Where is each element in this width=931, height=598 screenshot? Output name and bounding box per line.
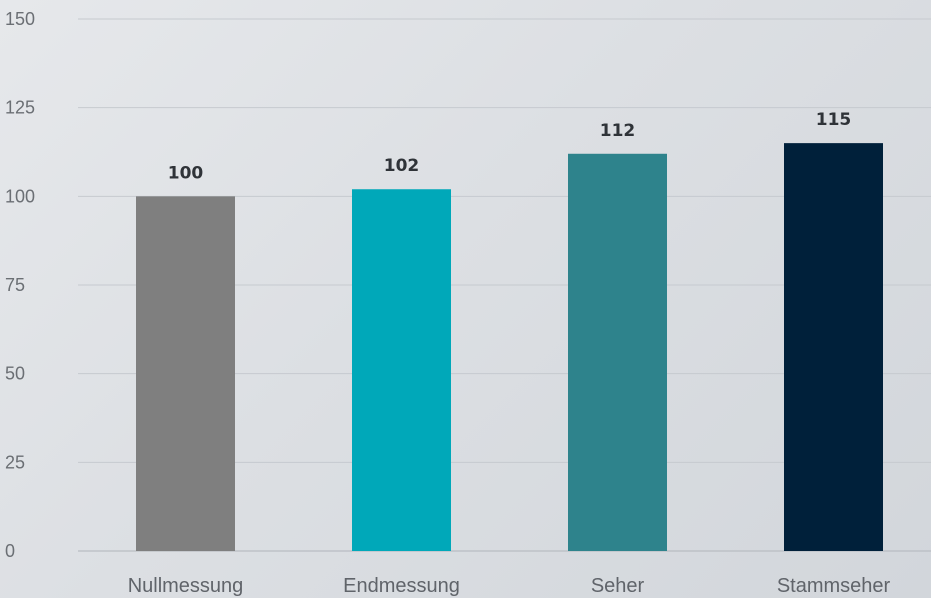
x-axis-category-labels: Nullmessung Endmessung Seher Stammseher [128, 575, 891, 597]
y-tick-label-125: 125 [5, 98, 35, 118]
y-tick-label-75: 75 [5, 275, 25, 295]
bar-stammseher [784, 143, 883, 551]
x-category-label-seher: Seher [591, 575, 645, 597]
y-axis-tick-labels: 0 25 50 75 100 125 150 [5, 9, 35, 561]
data-label-nullmessung: 100 [168, 163, 204, 183]
bar-nullmessung [136, 196, 235, 552]
y-tick-label-150: 150 [5, 9, 35, 29]
bars [136, 143, 883, 552]
data-label-stammseher: 115 [816, 110, 852, 130]
x-category-label-stammseher: Stammseher [777, 575, 891, 597]
y-tick-label-100: 100 [5, 186, 35, 206]
y-tick-label-25: 25 [5, 452, 25, 472]
data-label-seher: 112 [600, 121, 636, 141]
y-tick-label-0: 0 [5, 541, 15, 561]
x-category-label-nullmessung: Nullmessung [128, 575, 244, 597]
y-tick-label-50: 50 [5, 364, 25, 384]
bar-seher [568, 153, 667, 552]
x-category-label-endmessung: Endmessung [343, 575, 460, 597]
bar-endmessung [352, 189, 451, 552]
data-labels: 100 102 112 115 [168, 110, 852, 183]
data-label-endmessung: 102 [384, 156, 420, 176]
